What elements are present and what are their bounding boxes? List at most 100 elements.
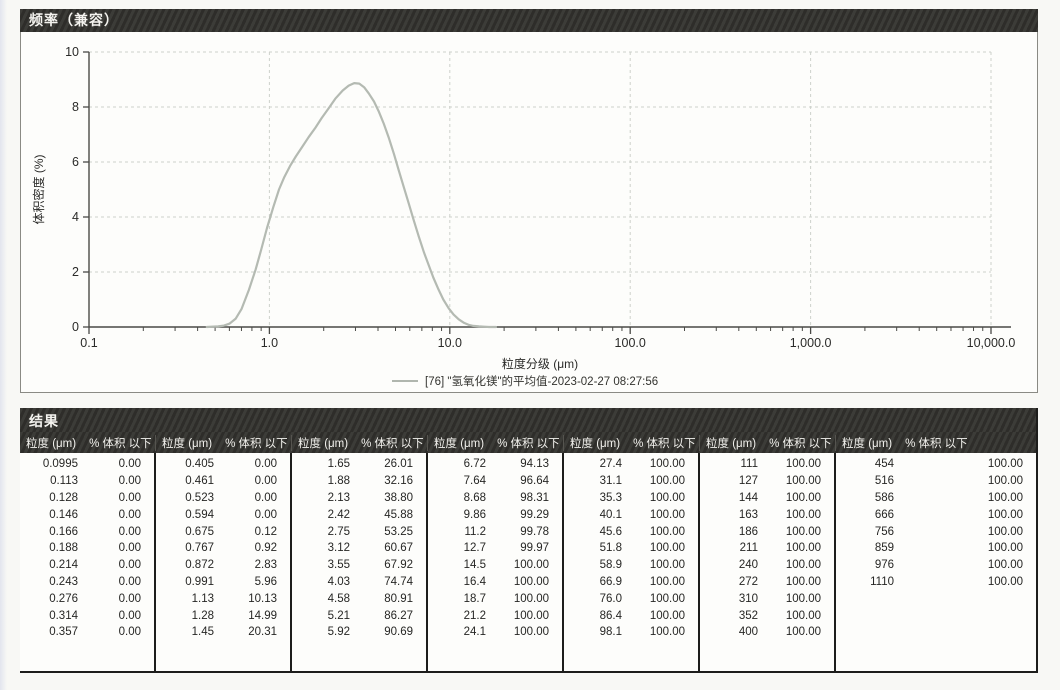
y-tick-label: 8: [72, 100, 79, 114]
size-cell: 21.2: [463, 609, 486, 622]
pct-cell: 100.00: [987, 508, 1023, 521]
table-row: 5.92 90.69: [292, 624, 426, 641]
size-cell: 0.128: [49, 491, 78, 504]
size-cell: 51.8: [599, 542, 622, 555]
size-cell: 400: [738, 626, 758, 639]
size-cell: 0.214: [49, 559, 78, 572]
size-cell: 45.6: [599, 525, 622, 538]
table-row: 586 100.00: [836, 490, 1036, 507]
table-row: 18.7 100.00: [428, 590, 562, 607]
table-row: 9.86 99.29: [428, 506, 562, 523]
table-row: 27.4 100.00: [564, 456, 698, 473]
table-group-header: 粒度 (μm) % 体积 以下: [700, 434, 836, 451]
size-cell: 0.872: [185, 559, 214, 572]
size-cell: 240: [738, 559, 758, 572]
table-row: 1.13 10.13: [156, 590, 290, 607]
pct-cell: 74.74: [384, 575, 413, 588]
pct-cell: 20.31: [248, 626, 277, 639]
pct-cell: 100.00: [513, 575, 549, 588]
x-axis-title: 粒度分级 (μm): [502, 356, 578, 371]
table-group-header: 粒度 (μm) % 体积 以下: [156, 434, 292, 451]
size-cell: 27.4: [599, 458, 622, 471]
pct-cell: 100.00: [785, 559, 821, 572]
pct-cell: 100.00: [649, 609, 685, 622]
table-row: 859 100.00: [836, 540, 1036, 557]
size-cell: 5.21: [327, 609, 350, 622]
size-column-header: 粒度 (μm): [298, 437, 349, 450]
pct-cell: 100.00: [513, 609, 549, 622]
pct-cell: 45.88: [384, 508, 413, 521]
pct-cell: 100.00: [649, 508, 685, 521]
pct-cell: 0.00: [118, 609, 141, 622]
table-row: 127 100.00: [700, 473, 834, 490]
results-title: 结果: [29, 413, 59, 429]
pct-cell: 100.00: [785, 626, 821, 639]
size-cell: 9.86: [463, 508, 486, 521]
table-group-header: 粒度 (μm) % 体积 以下: [564, 434, 700, 451]
table-row: 24.1 100.00: [428, 624, 562, 641]
table-row: 0.314 0.00: [20, 607, 154, 624]
x-tick-label: 100.0: [615, 336, 646, 350]
size-cell: 3.12: [327, 542, 350, 555]
size-cell: 1.45: [191, 626, 214, 639]
table-row: 0.113 0.00: [20, 473, 154, 490]
size-cell: 7.64: [463, 475, 486, 488]
table-row: 5.21 86.27: [292, 607, 426, 624]
size-cell: 0.314: [49, 609, 78, 622]
table-row: 2.42 45.88: [292, 506, 426, 523]
size-cell: 2.13: [327, 491, 350, 504]
pct-cell: 53.25: [384, 525, 413, 538]
chart-title-bar: 频率（兼容）: [20, 9, 1038, 32]
table-row: 211 100.00: [700, 540, 834, 557]
pct-cell: 32.16: [384, 475, 413, 488]
pct-cell: 99.78: [520, 525, 549, 538]
pct-cell: 100.00: [649, 626, 685, 639]
pct-cell: 0.00: [118, 592, 141, 605]
table-row: 0.594 0.00: [156, 506, 290, 523]
size-cell: 31.1: [599, 475, 622, 488]
pct-column-header: % 体积 以下: [905, 437, 968, 450]
table-row: 352 100.00: [700, 607, 834, 624]
pct-cell: 2.83: [254, 559, 277, 572]
pct-cell: 0.00: [118, 491, 141, 504]
table-row: 0.357 0.00: [20, 624, 154, 641]
table-group: 6.72 94.13 7.64 96.64 8.68 98.31 9.86 99.29 11.2…: [428, 453, 564, 671]
size-cell: 6.72: [463, 458, 486, 471]
pct-cell: 100.00: [987, 542, 1023, 555]
table-row: 3.12 60.67: [292, 540, 426, 557]
size-cell: 1.88: [327, 475, 350, 488]
size-cell: 66.9: [599, 575, 622, 588]
table-row: 0.276 0.00: [20, 590, 154, 607]
size-cell: 8.68: [463, 491, 486, 504]
table-row: 0.188 0.00: [20, 540, 154, 557]
pct-cell: 100.00: [785, 609, 821, 622]
size-cell: 11.2: [464, 525, 486, 538]
pct-cell: 100.00: [987, 458, 1023, 471]
size-cell: 1.13: [191, 592, 214, 605]
pct-cell: 100.00: [649, 475, 685, 488]
size-cell: 0.405: [185, 458, 214, 471]
table-row: 76.0 100.00: [564, 590, 698, 607]
size-column-header: 粒度 (μm): [434, 437, 485, 450]
y-axis-title: 体积密度 (%): [31, 154, 46, 224]
table-row: 4.03 74.74: [292, 574, 426, 591]
pct-cell: 100.00: [987, 525, 1023, 538]
pct-cell: 100.00: [649, 458, 685, 471]
table-row: 310 100.00: [700, 590, 834, 607]
table-row: 12.7 99.97: [428, 540, 562, 557]
table-row: 516 100.00: [836, 473, 1036, 490]
pct-cell: 0.00: [118, 626, 141, 639]
size-cell: 16.4: [463, 575, 486, 588]
pct-cell: 0.00: [118, 525, 141, 538]
table-group-header: 粒度 (μm) % 体积 以下: [292, 434, 428, 451]
size-cell: 3.55: [327, 559, 350, 572]
table-row: 186 100.00: [700, 523, 834, 540]
pct-cell: 67.92: [384, 559, 413, 572]
table-group-header: 粒度 (μm) % 体积 以下: [428, 434, 564, 451]
results-title-bar: 结果: [20, 408, 1036, 432]
table-row: 0.128 0.00: [20, 490, 154, 507]
size-column-header: 粒度 (μm): [162, 437, 213, 450]
pct-cell: 0.00: [254, 475, 277, 488]
size-cell: 0.523: [185, 491, 214, 504]
table-row: 0.166 0.00: [20, 523, 154, 540]
